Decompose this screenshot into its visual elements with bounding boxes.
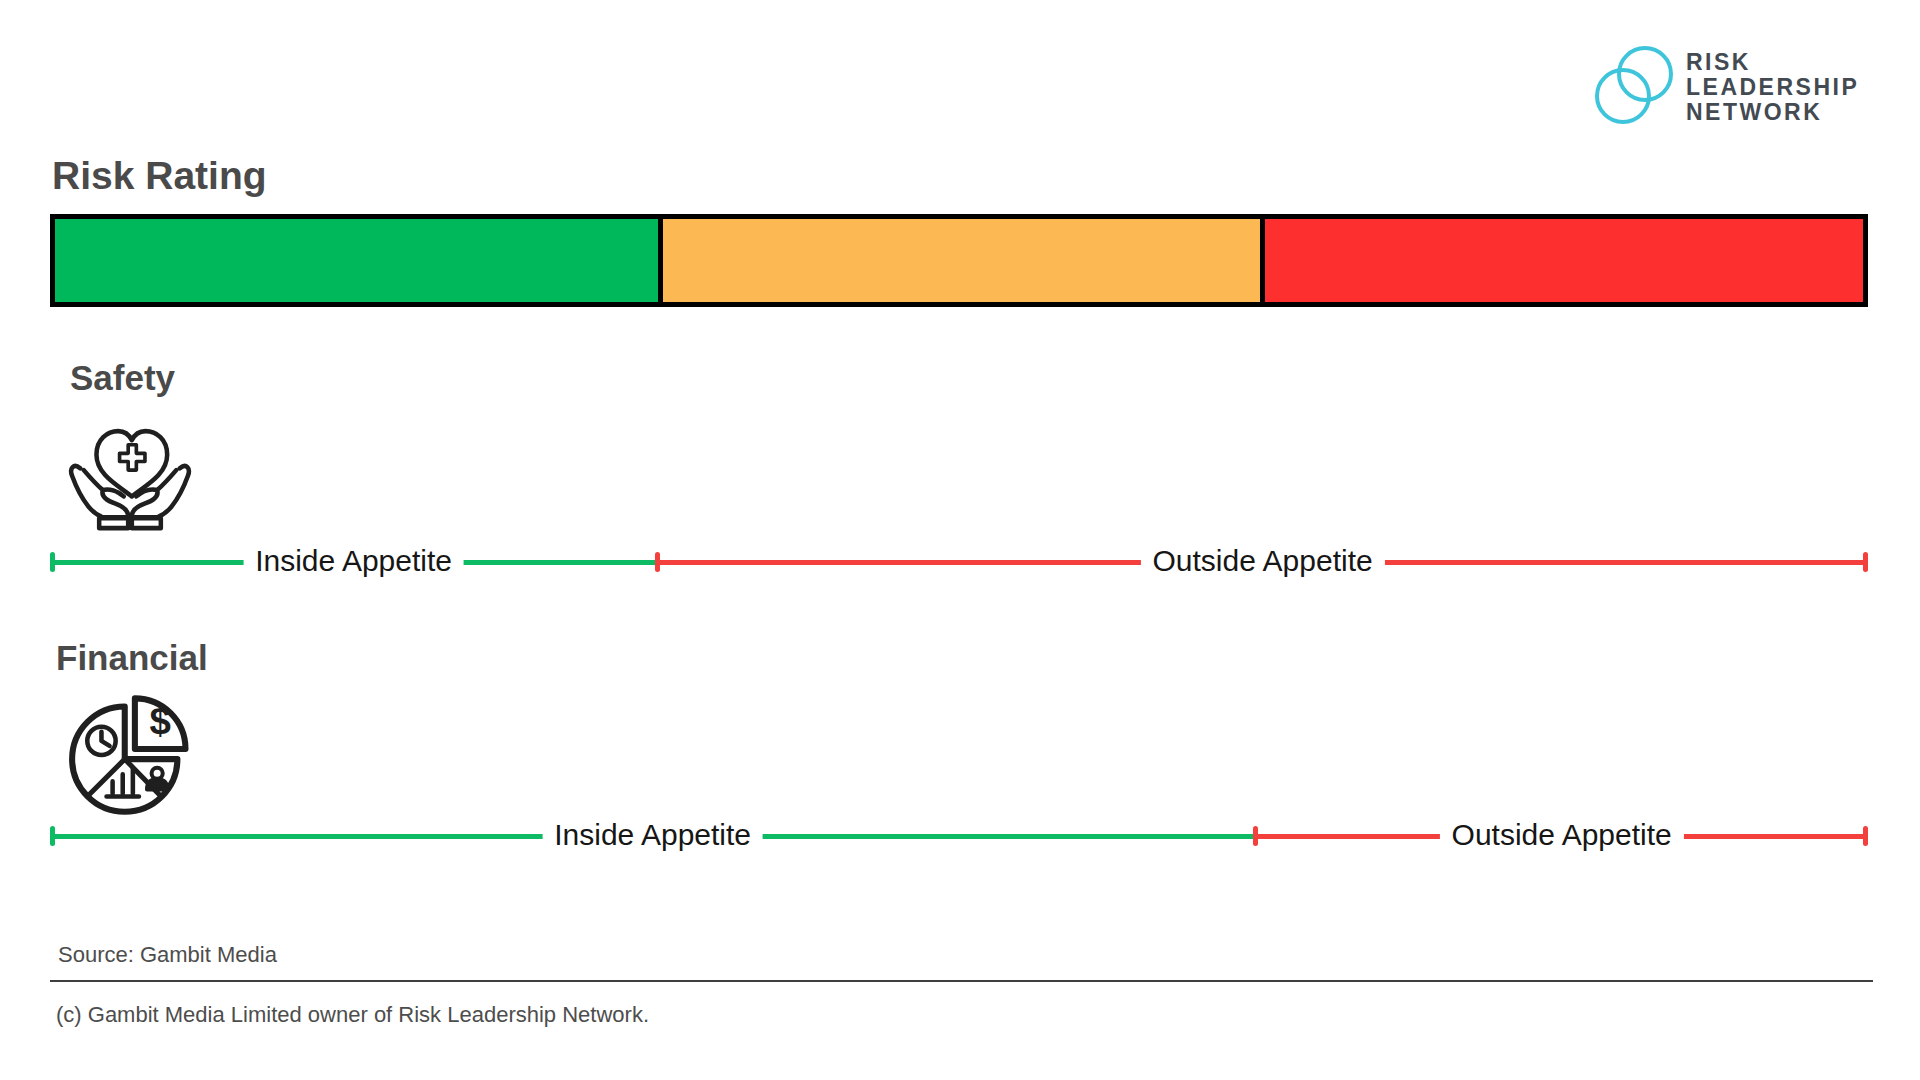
risk-segment-green [55,219,658,302]
red-boundary-tick [1253,826,1258,846]
dollar-glyph: $ [149,699,170,742]
brand-logo-text: RISK LEADERSHIP NETWORK [1686,50,1859,125]
safety-inside-appetite-label: Inside Appetite [243,544,464,578]
footer-divider [50,980,1873,982]
safety-outside-appetite-label: Outside Appetite [1141,544,1385,578]
risk-segment-amber [658,219,1261,302]
red-end-tick [1863,826,1868,846]
brand-line-1: RISK [1686,50,1859,75]
red-boundary-tick [655,552,660,572]
hands-holding-medical-heart-icon [62,408,198,544]
financial-inside-appetite-label: Inside Appetite [542,818,763,852]
risk-appetite-infographic: RISK LEADERSHIP NETWORK Risk Rating Safe… [0,0,1920,1080]
risk-rating-scale-bar [50,214,1868,307]
risk-segment-red [1260,219,1863,302]
financial-outside-appetite-label: Outside Appetite [1440,818,1684,852]
source-note: Source: Gambit Media [58,942,277,968]
brand-line-3: NETWORK [1686,100,1859,125]
green-start-tick [50,826,55,846]
brand-line-2: LEADERSHIP [1686,75,1859,100]
brand-logo: RISK LEADERSHIP NETWORK [1592,40,1859,134]
safety-outside-segment: Outside Appetite [657,540,1868,584]
green-start-tick [50,552,55,572]
safety-inside-segment: Inside Appetite [50,540,657,584]
financial-inside-segment: Inside Appetite [50,814,1255,858]
financial-appetite-line: Inside Appetite Outside Appetite [50,814,1868,858]
copyright-note: (c) Gambit Media Limited owner of Risk L… [56,1002,649,1028]
person-glyph [147,768,167,790]
clock-glyph [87,727,115,755]
brand-circles-icon [1592,40,1680,134]
left-hand [71,466,128,528]
red-end-tick [1863,552,1868,572]
financial-outside-segment: Outside Appetite [1255,814,1868,858]
safety-appetite-line: Inside Appetite Outside Appetite [50,540,1868,584]
risk-rating-title: Risk Rating [52,154,267,198]
finance-pie-chart-icon: $ [64,680,226,822]
financial-title: Financial [56,638,208,678]
safety-title: Safety [70,358,175,398]
